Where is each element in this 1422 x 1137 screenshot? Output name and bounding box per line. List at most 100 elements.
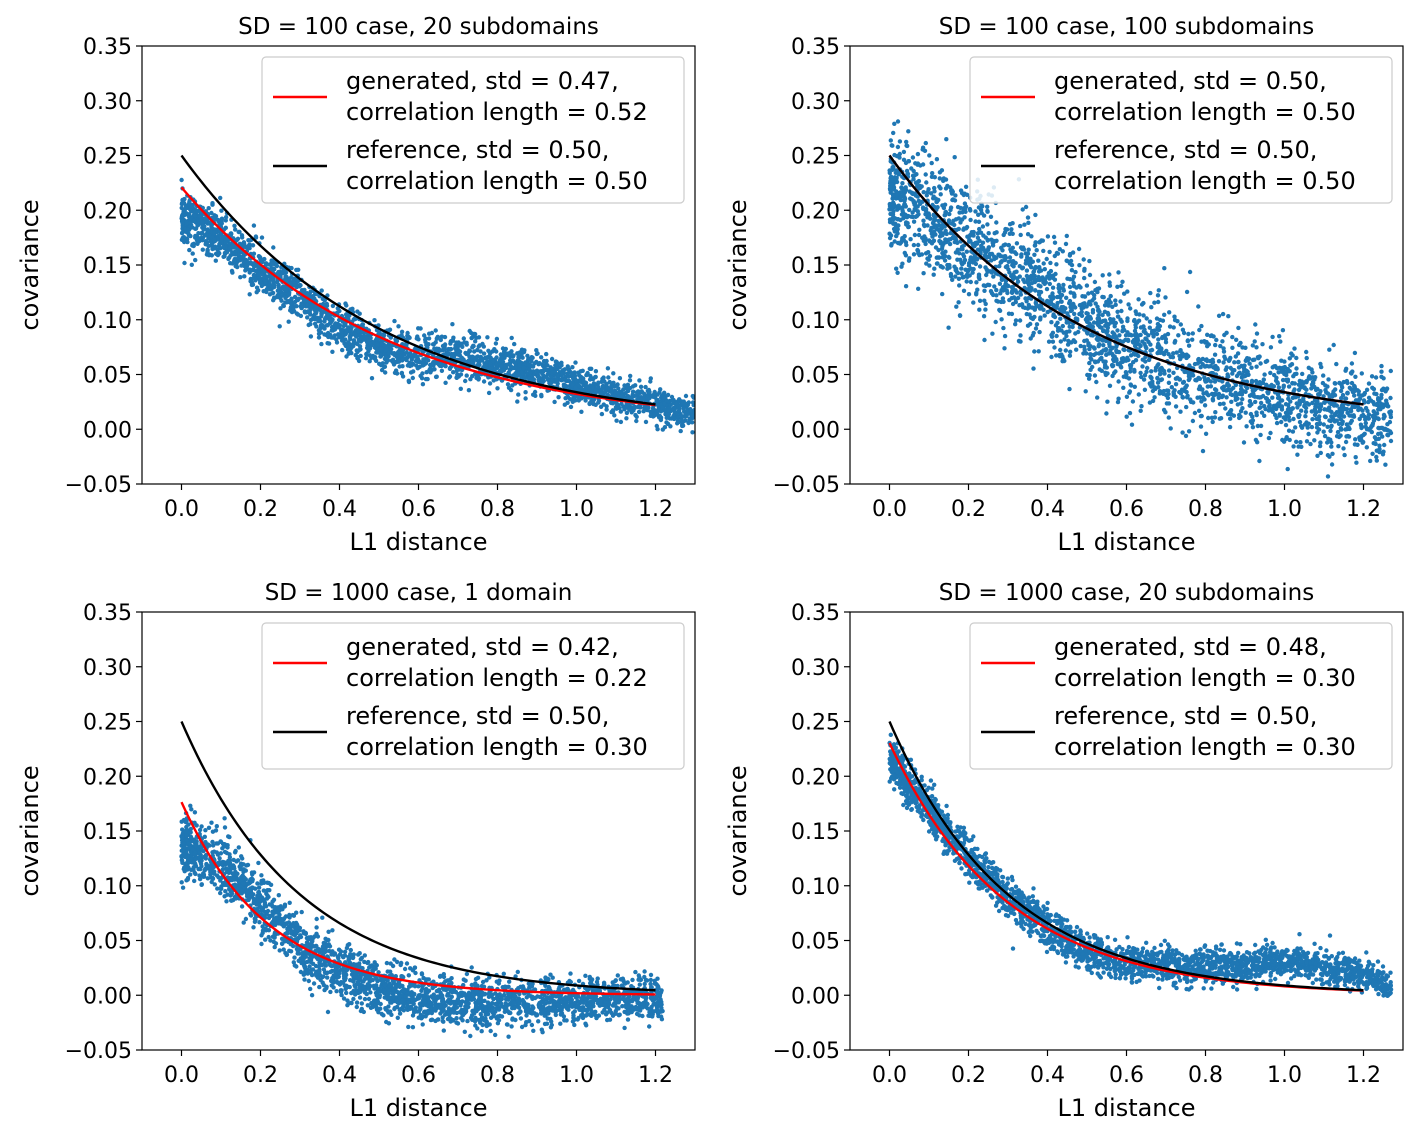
scatter-point (291, 306, 296, 311)
scatter-point (1103, 338, 1109, 344)
scatter-point (1284, 372, 1289, 378)
scatter-point (1139, 404, 1144, 409)
scatter-point (212, 230, 217, 236)
scatter-point (442, 347, 447, 352)
scatter-point (1078, 343, 1083, 349)
scatter-point (1349, 361, 1355, 366)
scatter-point (206, 243, 211, 249)
scatter-point (943, 186, 949, 191)
scatter-point (257, 278, 263, 283)
scatter-point (181, 200, 187, 206)
scatter-point (320, 296, 325, 302)
scatter-point (385, 358, 391, 363)
scatter-point (476, 335, 482, 340)
scatter-point (483, 363, 488, 368)
scatter-point (447, 375, 452, 380)
scatter-point (430, 342, 436, 347)
scatter-point (1105, 399, 1110, 404)
scatter-point (534, 351, 539, 357)
scatter-point (630, 384, 636, 389)
scatter-point (363, 356, 369, 361)
scatter-point (1312, 397, 1318, 403)
scatter-point (1253, 378, 1259, 384)
scatter-point (1065, 311, 1070, 316)
scatter-point (1376, 431, 1381, 437)
scatter-point (562, 402, 567, 407)
scatter-point (359, 329, 364, 335)
scatter-point (208, 239, 213, 244)
scatter-point (1059, 328, 1064, 333)
scatter-point (991, 274, 996, 279)
scatter-point (1048, 260, 1053, 266)
scatter-point (618, 409, 623, 414)
scatter-point (1184, 369, 1189, 374)
scatter-point (1023, 204, 1029, 210)
scatter-point (236, 229, 241, 235)
scatter-point (179, 177, 184, 183)
scatter-point (472, 331, 478, 337)
scatter-point (1240, 397, 1245, 402)
scatter-point (1370, 451, 1375, 456)
scatter-point (691, 395, 695, 400)
scatter-point (1065, 342, 1071, 347)
scatter-point (1092, 373, 1098, 378)
scatter-point (1223, 356, 1228, 361)
scatter-point (278, 294, 283, 299)
scatter-point (378, 352, 384, 358)
scatter-point (668, 402, 673, 407)
scatter-point (1156, 288, 1162, 293)
scatter-point (661, 395, 666, 400)
scatter-point (1187, 373, 1193, 379)
scatter-point (1315, 453, 1320, 458)
scatter-point (664, 398, 669, 403)
scatter-point (618, 419, 624, 425)
scatter-point (1196, 304, 1201, 309)
scatter-point (281, 303, 286, 309)
scatter-point (1226, 358, 1232, 363)
scatter-point (638, 384, 644, 389)
scatter-point (894, 266, 899, 271)
scatter-point (643, 419, 649, 425)
scatter-point (1033, 264, 1038, 270)
scatter-point (1309, 386, 1314, 391)
x-axis-label: L1 distance (350, 528, 488, 556)
scatter-point (1373, 375, 1379, 380)
scatter-point (992, 284, 997, 289)
scatter-point (662, 401, 667, 407)
scatter-point (1110, 351, 1115, 357)
scatter-point (907, 189, 912, 194)
scatter-point (968, 217, 973, 223)
scatter-point (508, 387, 514, 393)
scatter-point (1266, 435, 1272, 441)
scatter-point (1010, 272, 1015, 278)
scatter-point (1069, 262, 1075, 268)
scatter-point (655, 427, 660, 432)
scatter-point (1328, 424, 1334, 430)
scatter-point (1383, 462, 1388, 467)
scatter-point (219, 237, 224, 242)
scatter-point (1198, 359, 1203, 364)
scatter-point (1232, 360, 1237, 365)
scatter-point (1162, 371, 1167, 376)
scatter-point (1116, 379, 1121, 384)
scatter-point (507, 351, 513, 356)
scatter-point (1287, 356, 1293, 361)
scatter-point (1287, 418, 1292, 423)
scatter-point (1257, 354, 1262, 359)
scatter-point (943, 228, 948, 234)
scatter-point (310, 316, 315, 322)
scatter-point (904, 139, 909, 145)
scatter-point (987, 251, 993, 257)
scatter-point (1067, 298, 1073, 304)
scatter-point (1131, 360, 1136, 365)
scatter-point (596, 385, 601, 390)
scatter-point (382, 364, 388, 369)
scatter-point (1047, 273, 1053, 278)
scatter-point (568, 397, 573, 402)
scatter-point (1315, 401, 1320, 406)
scatter-point (601, 375, 606, 380)
scatter-point (369, 376, 375, 381)
scatter-point (1388, 429, 1393, 434)
scatter-point (892, 204, 897, 209)
scatter-point (1226, 314, 1231, 319)
